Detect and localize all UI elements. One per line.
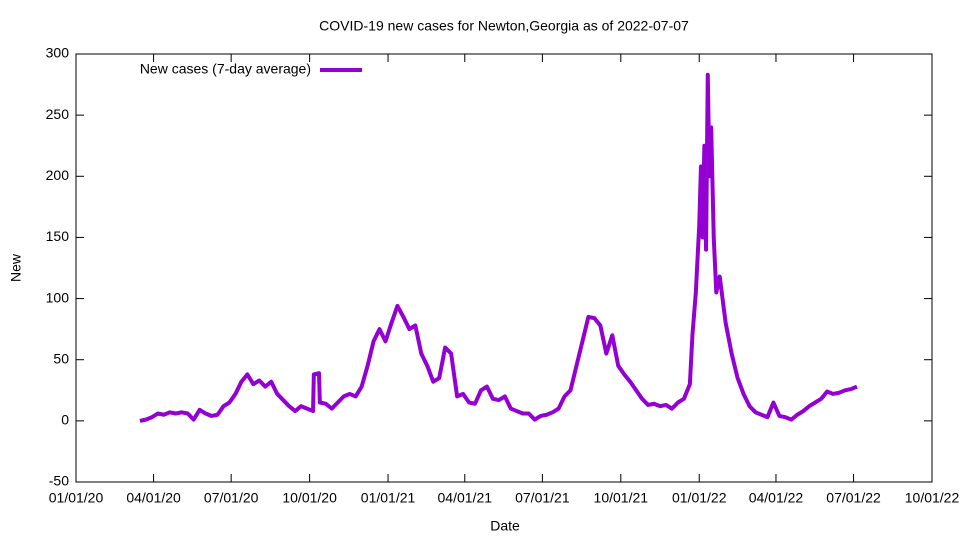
x-tick-label: 10/01/20 (282, 490, 337, 506)
x-tick-label: 01/01/20 (49, 490, 104, 506)
y-tick-label: 150 (46, 228, 70, 244)
x-tick-label: 07/01/22 (826, 490, 881, 506)
x-tick-label: 07/01/20 (204, 490, 259, 506)
y-tick-label: 250 (46, 106, 70, 122)
series-line (139, 72, 858, 423)
x-tick-label: 04/01/20 (126, 490, 181, 506)
y-tick-label: 50 (53, 350, 69, 366)
chart-title: COVID-19 new cases for Newton,Georgia as… (319, 18, 689, 34)
y-tick-label: 200 (46, 167, 70, 183)
x-tick-label: 01/01/21 (361, 490, 416, 506)
x-tick-label: 01/01/22 (672, 490, 727, 506)
y-tick-label: 300 (46, 45, 70, 61)
x-tick-label: 10/01/21 (594, 490, 649, 506)
x-tick-label: 04/01/21 (438, 490, 493, 506)
x-tick-label: 07/01/21 (515, 490, 570, 506)
legend-label: New cases (7-day average) (140, 61, 311, 77)
plot-frame (75, 53, 933, 483)
x-axis-label: Date (490, 518, 520, 534)
y-tick-label: 0 (61, 412, 69, 428)
y-axis-label: New (8, 253, 24, 282)
x-tick-label: 04/01/22 (749, 490, 804, 506)
y-tick-label: -50 (49, 473, 69, 489)
x-tick-label: 10/01/22 (905, 490, 960, 506)
y-tick-label: 100 (46, 289, 70, 305)
